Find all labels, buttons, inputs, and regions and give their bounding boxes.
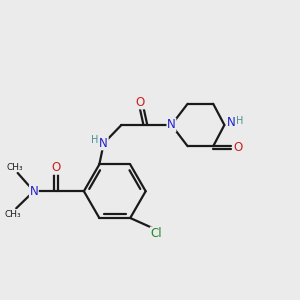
Text: O: O	[135, 96, 145, 109]
Text: N: N	[167, 118, 176, 131]
Text: N: N	[99, 137, 108, 150]
Text: O: O	[233, 141, 243, 154]
Text: N: N	[29, 185, 38, 198]
Text: CH₃: CH₃	[6, 163, 23, 172]
Text: CH₃: CH₃	[5, 210, 22, 219]
Text: H: H	[236, 116, 243, 127]
Text: Cl: Cl	[150, 227, 162, 240]
Text: N: N	[226, 116, 235, 129]
Text: H: H	[91, 135, 99, 145]
Text: O: O	[52, 161, 61, 174]
